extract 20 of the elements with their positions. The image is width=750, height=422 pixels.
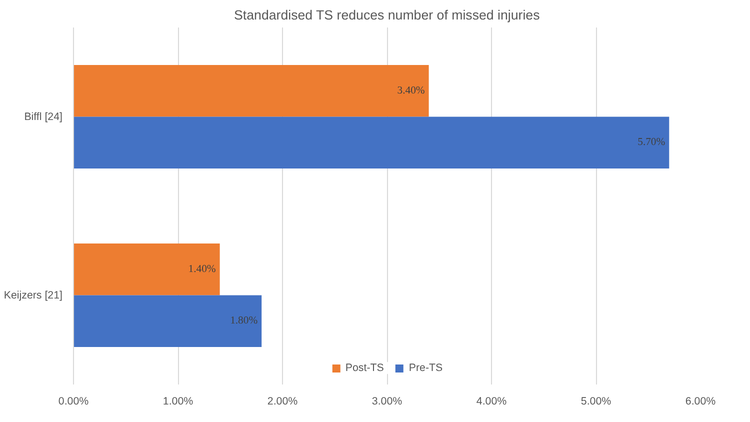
x-tick-label: 5.00% [580,396,612,408]
bar [74,64,429,117]
data-label: 3.40% [397,85,425,96]
data-label: 1.80% [230,316,258,327]
y-tick-label: Biffl [24] [24,110,63,123]
data-label: 1.40% [188,264,216,275]
legend-label: Pre-TS [408,362,443,374]
y-tick-label: Keijzers [21] [4,289,63,302]
x-tick-label: 6.00% [685,396,716,408]
x-tick-label: 2.00% [267,396,298,408]
data-label: 5.70% [638,137,666,148]
bar [74,243,220,296]
chart-title: Standardised TS reduces number of missed injuries [234,8,540,22]
bar [74,116,670,169]
x-tick-label: 4.00% [476,396,508,408]
legend-label: Post-TS [345,362,384,374]
x-tick-label: 1.00% [162,396,194,408]
bar [74,295,262,348]
x-tick-label: 3.00% [372,396,403,408]
x-tick-label: 0.00% [58,396,90,408]
